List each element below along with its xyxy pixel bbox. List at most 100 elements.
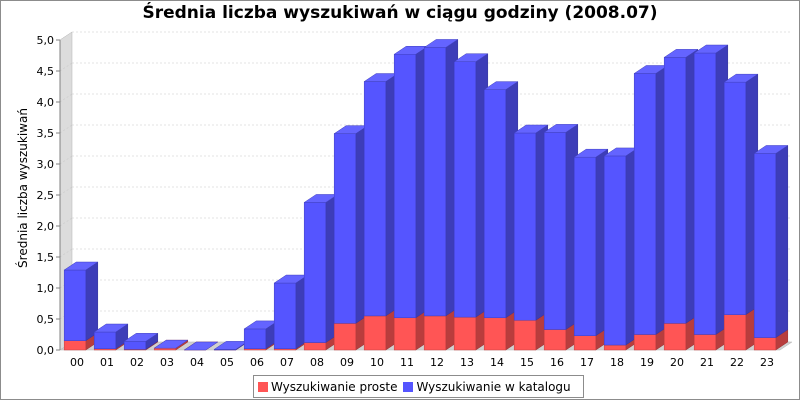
bar-top xyxy=(573,148,609,158)
bar-front xyxy=(543,132,567,330)
bar-front xyxy=(393,54,417,319)
bar-segment xyxy=(333,125,369,324)
bar-top xyxy=(483,81,519,90)
bar-front xyxy=(633,73,657,335)
bar-front xyxy=(603,344,627,351)
bar-top xyxy=(663,49,699,58)
bar-segment xyxy=(363,73,399,317)
bar-front xyxy=(363,315,387,351)
bar-top xyxy=(723,73,759,83)
bar-segment xyxy=(183,341,219,351)
gridline xyxy=(59,124,73,134)
y-tick-label: 3,0 xyxy=(37,158,55,171)
bar-segment xyxy=(453,53,489,318)
x-tick-label: 12 xyxy=(430,356,444,369)
gridline xyxy=(59,93,73,103)
bar-front xyxy=(633,334,657,351)
bar-segment xyxy=(753,144,789,339)
axes: 0,0 0,5 1,0 1,5 2,0 2,5 3,0 3,5 4,0 4,5 5,0 00 01 02 0… xyxy=(37,34,775,369)
gridline xyxy=(59,155,73,165)
legend-swatch xyxy=(403,381,414,392)
gridline xyxy=(59,31,73,41)
bar-top xyxy=(93,323,129,333)
gridline xyxy=(59,62,73,72)
bars xyxy=(63,38,789,351)
bar-top xyxy=(423,39,459,48)
bar-front xyxy=(453,61,477,318)
bar-segment xyxy=(483,81,519,319)
bar-front xyxy=(753,337,777,351)
bar-front xyxy=(543,329,567,351)
bar-segment xyxy=(633,65,669,335)
y-tick-label: 0,0 xyxy=(37,344,55,357)
chart-title: Średnia liczba wyszukiwań w ciągu godzin… xyxy=(142,3,658,23)
bar-front xyxy=(573,335,597,351)
x-tick-label: 16 xyxy=(550,356,564,369)
bar-segment xyxy=(393,45,429,319)
bar-segment xyxy=(513,124,549,321)
gridline xyxy=(59,248,73,258)
legend-item: Wyszukiwanie proste xyxy=(258,380,397,394)
x-tick-label: 17 xyxy=(580,356,594,369)
y-tick-label: 2,5 xyxy=(37,189,55,202)
bar-side xyxy=(775,144,789,339)
x-tick-label: 11 xyxy=(400,356,414,369)
bar-segment xyxy=(693,44,729,335)
bar-top xyxy=(63,261,99,271)
x-tick-label: 07 xyxy=(280,356,294,369)
bar-front xyxy=(573,156,597,336)
bar-segment xyxy=(663,48,699,324)
bar-front xyxy=(483,317,507,351)
x-tick-label: 19 xyxy=(640,356,654,369)
legend-item: Wyszukiwanie w katalogu xyxy=(403,380,571,394)
bar-side xyxy=(85,261,99,342)
x-tick-label: 21 xyxy=(700,356,714,369)
bar-front xyxy=(693,334,717,351)
bar-segment xyxy=(723,73,759,316)
bar-front xyxy=(423,47,447,317)
bar-front xyxy=(723,81,747,315)
y-tick-label: 2,0 xyxy=(37,220,55,233)
bar-front xyxy=(723,314,747,351)
legend-swatch xyxy=(258,381,268,392)
bar-front xyxy=(423,315,447,351)
x-tick-label: 18 xyxy=(610,356,624,369)
bar-front xyxy=(63,340,87,351)
bar-front xyxy=(273,282,297,350)
x-tick-label: 22 xyxy=(730,356,744,369)
bar-front xyxy=(63,269,87,341)
bar-front xyxy=(663,323,687,351)
y-tick-label: 3,5 xyxy=(37,127,55,140)
x-tick-label: 15 xyxy=(520,356,534,369)
y-tick-label: 0,5 xyxy=(37,313,55,326)
bar-front xyxy=(153,347,177,351)
bar-front xyxy=(123,341,147,350)
x-tick-label: 08 xyxy=(310,356,324,369)
bar-front xyxy=(333,323,357,351)
x-tick-label: 13 xyxy=(460,356,474,369)
bar-segment xyxy=(303,193,339,344)
bar-segment xyxy=(273,274,309,350)
x-tick-label: 10 xyxy=(370,356,384,369)
bar-front xyxy=(303,342,327,351)
bar-top xyxy=(453,53,489,62)
bar-front xyxy=(303,202,327,343)
x-tick-label: 23 xyxy=(760,356,774,369)
x-tick-label: 06 xyxy=(250,356,264,369)
bar-front xyxy=(333,133,357,324)
x-tick-label: 09 xyxy=(340,356,354,369)
bar-front xyxy=(753,153,777,338)
legend-label: Wyszukiwanie proste xyxy=(271,379,398,394)
bar-top xyxy=(693,44,729,54)
bar-top xyxy=(753,145,789,154)
x-tick-label: 04 xyxy=(190,356,204,369)
x-tick-label: 00 xyxy=(70,356,84,369)
bar-front xyxy=(483,89,507,319)
y-tick-label: 5,0 xyxy=(37,34,55,47)
gridline xyxy=(59,186,73,196)
bar-segment xyxy=(123,332,159,350)
bar-segment xyxy=(423,38,459,317)
bar-front xyxy=(363,81,387,317)
bar-top xyxy=(543,124,579,133)
bar-front xyxy=(243,328,267,350)
